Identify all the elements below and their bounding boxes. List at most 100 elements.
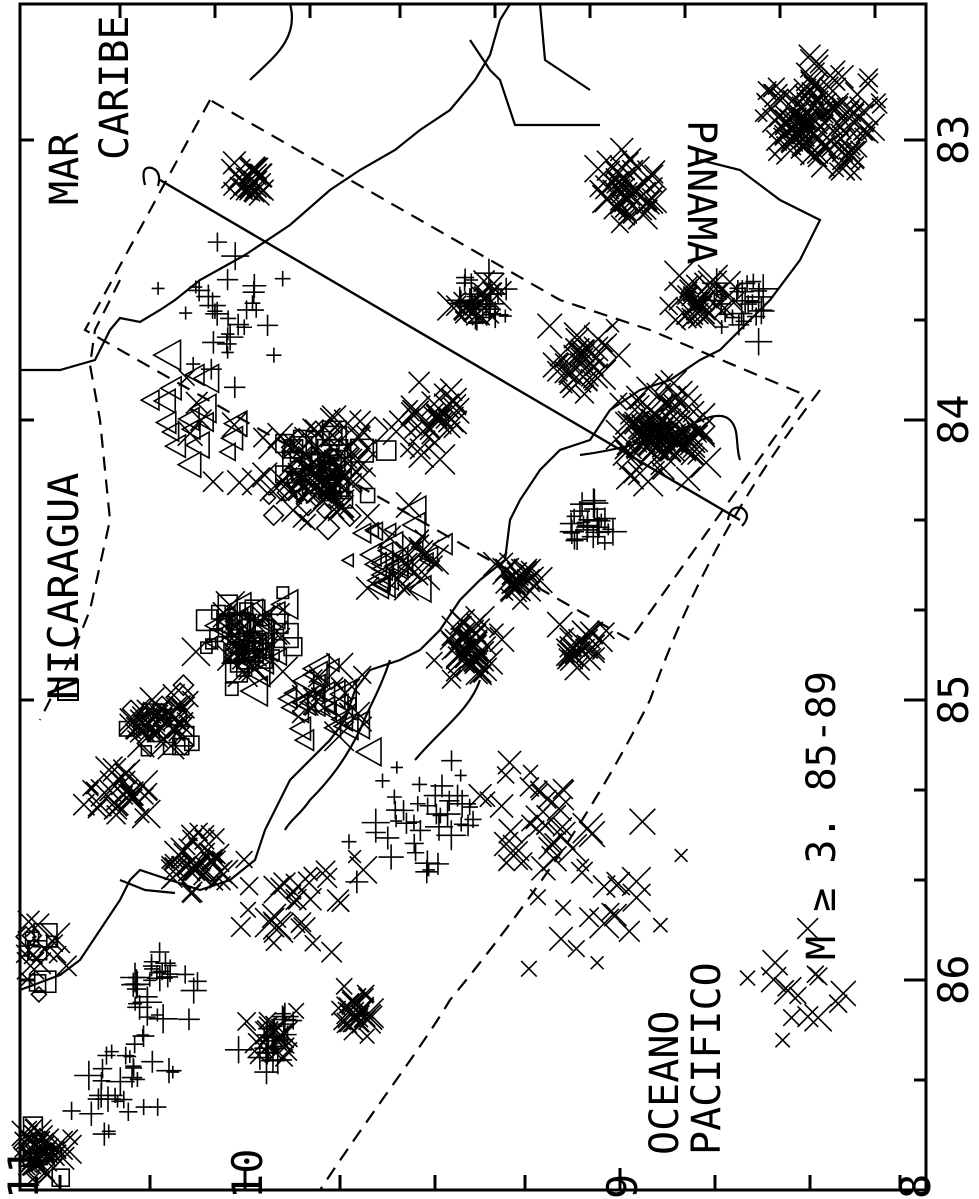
event-marker <box>198 842 216 860</box>
event-marker <box>791 110 817 137</box>
event-marker <box>548 926 574 952</box>
event-marker <box>208 827 225 845</box>
event-marker <box>252 427 274 448</box>
event-marker <box>72 793 96 816</box>
event-marker <box>238 181 259 201</box>
event-marker <box>30 1145 58 1172</box>
event-marker <box>426 852 449 875</box>
profile-end-a <box>142 166 161 187</box>
event-marker <box>493 831 519 857</box>
event-marker <box>739 969 756 987</box>
event-marker <box>613 187 639 213</box>
event-marker <box>432 807 449 824</box>
event-marker <box>382 417 411 446</box>
event-marker <box>192 363 220 394</box>
label-magnitude: M ≥ 3. 85-89 <box>799 671 845 960</box>
seismic-events <box>11 44 888 1189</box>
event-marker <box>411 776 428 793</box>
event-marker <box>238 156 267 186</box>
latitude-ticks <box>58 1168 902 1190</box>
event-marker <box>444 393 467 416</box>
event-marker <box>541 845 568 872</box>
event-marker <box>430 774 454 798</box>
event-marker <box>293 728 315 752</box>
event-marker <box>322 717 342 739</box>
event-marker <box>857 113 886 142</box>
label-pacifico: PACIFICO <box>684 962 730 1155</box>
event-marker <box>18 945 30 957</box>
event-marker <box>307 664 331 688</box>
event-marker <box>141 1050 164 1073</box>
event-marker <box>609 392 628 411</box>
event-marker <box>520 814 539 832</box>
event-marker <box>591 333 618 359</box>
event-marker <box>335 447 358 469</box>
event-marker <box>290 468 306 483</box>
event-marker <box>17 910 41 934</box>
event-marker <box>148 1098 167 1116</box>
event-marker <box>287 1002 305 1020</box>
event-marker <box>644 197 658 211</box>
event-marker <box>298 513 317 531</box>
event-marker <box>39 922 71 954</box>
event-marker <box>682 285 699 302</box>
event-marker <box>281 437 296 453</box>
event-marker <box>426 555 444 572</box>
event-marker <box>293 916 316 940</box>
event-marker <box>81 779 99 797</box>
event-marker <box>221 346 234 359</box>
event-marker <box>796 1005 819 1028</box>
event-marker <box>126 979 147 999</box>
event-marker <box>239 901 257 919</box>
profile-line <box>159 178 741 522</box>
event-marker <box>554 899 572 917</box>
event-marker <box>762 83 777 98</box>
event-marker <box>638 439 656 457</box>
event-marker <box>25 1172 40 1187</box>
event-marker <box>112 758 141 787</box>
event-marker <box>627 461 653 486</box>
event-marker <box>261 490 277 506</box>
event-marker <box>331 893 350 913</box>
event-marker <box>728 314 750 336</box>
event-marker <box>263 875 292 904</box>
event-marker <box>99 779 122 802</box>
event-marker <box>849 96 879 126</box>
event-marker <box>110 770 136 796</box>
event-marker <box>473 664 492 684</box>
event-marker <box>292 429 317 454</box>
event-marker <box>116 1046 135 1065</box>
event-marker <box>239 602 254 617</box>
event-marker <box>612 435 644 467</box>
event-marker <box>297 445 320 468</box>
event-marker <box>149 942 170 962</box>
event-marker <box>287 895 302 910</box>
event-marker <box>793 129 814 149</box>
event-marker <box>254 907 285 938</box>
event-marker <box>337 685 354 701</box>
event-marker <box>200 824 215 839</box>
event-marker <box>454 650 473 669</box>
event-marker <box>351 522 372 545</box>
event-marker <box>302 660 328 689</box>
event-marker <box>276 586 290 600</box>
event-marker <box>30 985 48 1004</box>
event-marker <box>359 487 376 504</box>
event-marker <box>111 1095 124 1108</box>
event-marker <box>424 812 453 841</box>
event-marker <box>258 1011 277 1030</box>
event-marker <box>812 133 840 161</box>
event-marker <box>239 675 269 708</box>
event-marker <box>454 817 469 832</box>
event-marker <box>23 944 44 965</box>
event-marker <box>388 410 409 430</box>
event-marker <box>33 970 57 994</box>
event-marker <box>366 566 391 594</box>
event-marker <box>664 309 687 331</box>
event-marker <box>465 605 495 636</box>
event-marker <box>585 359 617 391</box>
event-marker <box>177 858 201 882</box>
event-marker <box>129 1071 145 1087</box>
event-marker <box>319 451 335 467</box>
event-marker <box>343 1020 364 1041</box>
